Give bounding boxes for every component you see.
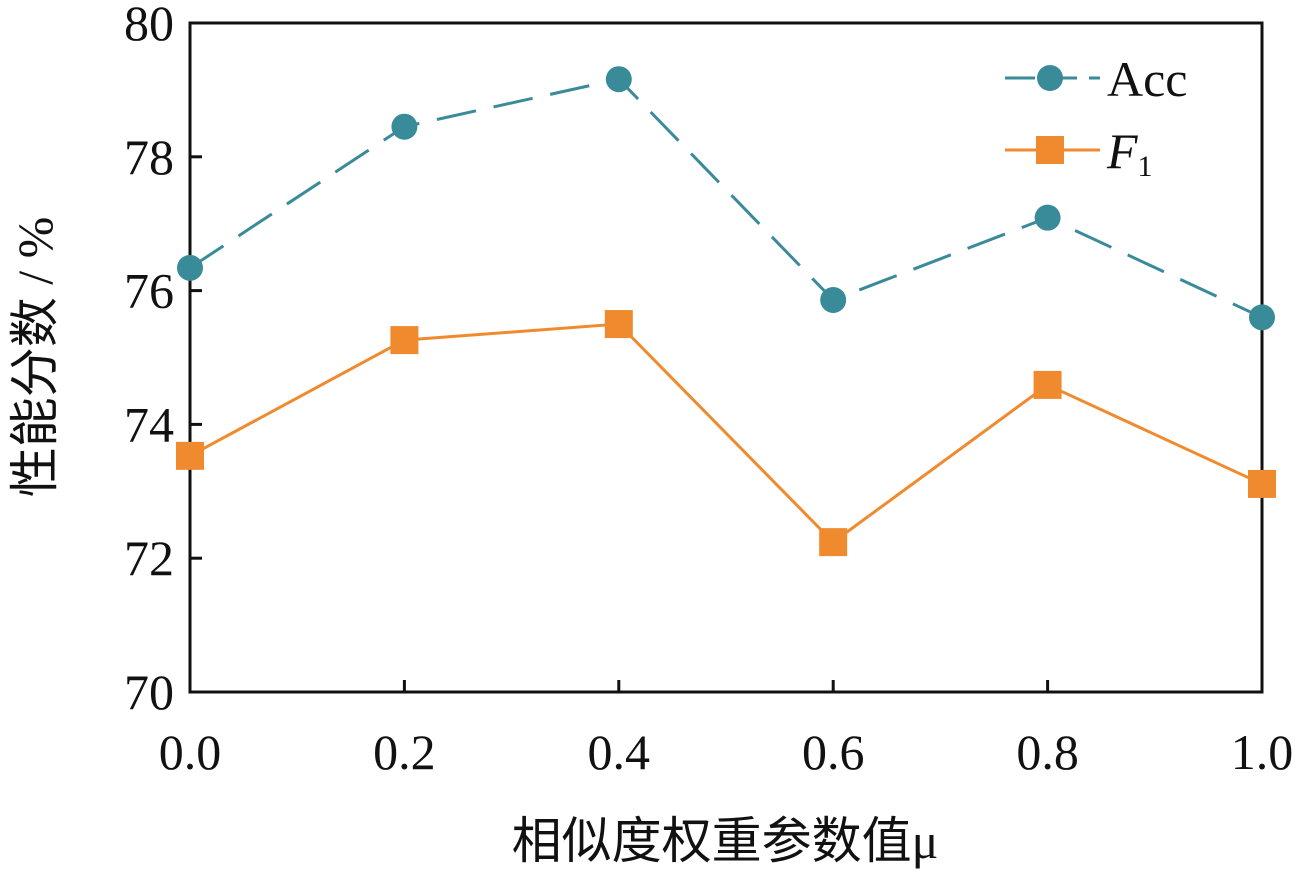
x-tick-label: 0.0 — [159, 724, 222, 780]
series-line-f1 — [189, 322, 1263, 545]
x-tick-label: 0.6 — [802, 724, 865, 780]
legend: Acc F1 — [1005, 51, 1188, 183]
data-point-f1 — [819, 528, 848, 557]
y-tick-label: 74 — [124, 396, 174, 452]
y-tick-label: 80 — [124, 0, 174, 51]
data-point-f1 — [1248, 469, 1276, 498]
legend-label-acc: Acc — [1107, 51, 1188, 107]
x-tick-label: 0.8 — [1016, 724, 1079, 780]
data-point-acc — [1034, 204, 1061, 231]
x-tick-label: 1.0 — [1231, 724, 1294, 780]
data-point-acc — [605, 66, 632, 93]
x-tick-label: 0.2 — [373, 724, 436, 780]
y-tick-label: 70 — [124, 664, 174, 720]
series-line-acc — [189, 77, 1263, 319]
legend-marker-f1 — [1036, 136, 1064, 164]
data-point-acc — [1249, 304, 1275, 331]
data-point-f1 — [390, 326, 419, 355]
y-tick-label: 76 — [124, 263, 174, 319]
x-axis-label: 相似度权重参数值μ — [512, 813, 939, 869]
data-point-acc — [391, 113, 418, 140]
data-point-f1 — [604, 310, 633, 339]
data-point-f1 — [1033, 370, 1062, 399]
legend-marker-acc — [1037, 65, 1063, 91]
y-tick-label: 72 — [124, 530, 174, 586]
data-point-acc — [820, 286, 847, 313]
plot-frame — [188, 21, 1264, 694]
y-tick-label: 78 — [124, 129, 174, 185]
data-point-acc — [177, 254, 203, 281]
legend-label-f1: F1 — [1106, 123, 1153, 183]
y-axis-label: 性能分数 / % — [7, 217, 63, 498]
x-tick-label: 0.4 — [588, 724, 651, 780]
data-point-f1 — [176, 441, 204, 470]
